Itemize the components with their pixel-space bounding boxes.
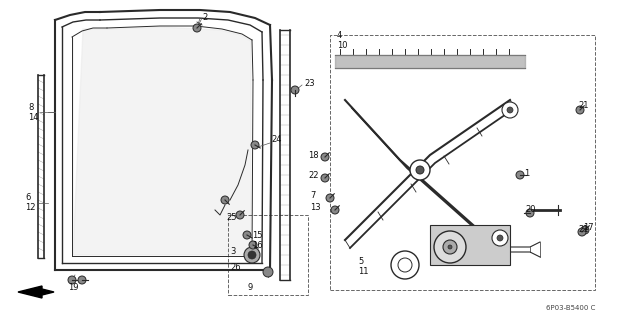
Circle shape [243, 231, 251, 239]
Text: 24: 24 [271, 136, 282, 145]
Circle shape [434, 231, 466, 263]
Bar [228, 215, 308, 295]
Circle shape [263, 267, 273, 277]
Circle shape [68, 276, 76, 284]
Circle shape [249, 241, 257, 249]
Circle shape [398, 258, 412, 272]
Circle shape [448, 245, 452, 249]
Text: 15: 15 [252, 231, 262, 240]
Circle shape [578, 228, 586, 236]
Circle shape [576, 106, 584, 114]
Text: 6: 6 [25, 194, 30, 203]
Circle shape [581, 226, 589, 234]
Text: 4: 4 [337, 31, 342, 40]
Circle shape [251, 141, 259, 149]
Bar [430, 225, 510, 265]
Text: 1: 1 [524, 168, 529, 177]
Polygon shape [73, 27, 251, 255]
Text: 3: 3 [230, 248, 236, 256]
Circle shape [502, 102, 518, 118]
Text: 10: 10 [337, 41, 348, 50]
Circle shape [443, 240, 457, 254]
Text: 8: 8 [28, 103, 33, 113]
Circle shape [326, 194, 334, 202]
Circle shape [248, 251, 256, 259]
Circle shape [193, 24, 201, 32]
Text: 7: 7 [310, 191, 316, 201]
Text: 14: 14 [28, 114, 38, 122]
Circle shape [416, 166, 424, 174]
Circle shape [516, 171, 524, 179]
Circle shape [78, 276, 86, 284]
Text: 23: 23 [304, 78, 315, 87]
Circle shape [236, 211, 244, 219]
Text: 21: 21 [578, 100, 589, 109]
Text: 25: 25 [226, 213, 237, 222]
Text: 26: 26 [230, 263, 241, 272]
Text: 13: 13 [310, 204, 321, 212]
Text: 18: 18 [308, 151, 319, 160]
Text: 16: 16 [252, 241, 262, 249]
Text: 20: 20 [525, 205, 536, 214]
Circle shape [507, 107, 513, 113]
Circle shape [391, 251, 419, 279]
Circle shape [291, 86, 299, 94]
Text: 5: 5 [358, 257, 364, 266]
Text: 19: 19 [68, 284, 79, 293]
Circle shape [526, 209, 534, 217]
Text: 9: 9 [248, 284, 253, 293]
Text: 17: 17 [583, 224, 594, 233]
Text: 12: 12 [25, 204, 35, 212]
Bar [330, 35, 595, 290]
Circle shape [331, 206, 339, 214]
Circle shape [244, 247, 260, 263]
Circle shape [410, 160, 430, 180]
Text: 2: 2 [202, 13, 207, 23]
Text: 11: 11 [358, 268, 369, 277]
Text: 6P03-B5400 C: 6P03-B5400 C [546, 305, 595, 311]
Text: FR.: FR. [27, 303, 41, 313]
Polygon shape [18, 286, 54, 298]
Circle shape [321, 174, 329, 182]
Circle shape [221, 196, 229, 204]
Text: 22: 22 [308, 170, 319, 180]
Text: 21: 21 [578, 226, 589, 234]
Circle shape [497, 235, 503, 241]
Circle shape [492, 230, 508, 246]
Circle shape [321, 153, 329, 161]
